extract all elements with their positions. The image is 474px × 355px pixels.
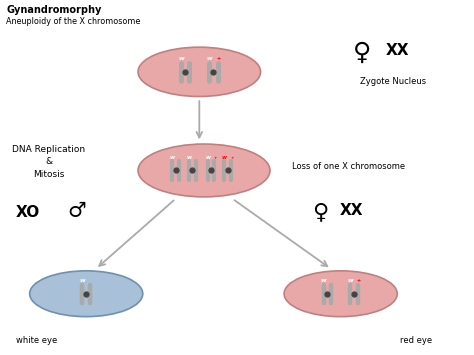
Text: w: w (170, 155, 175, 160)
Ellipse shape (284, 271, 397, 317)
Text: w: w (222, 155, 227, 160)
Text: Loss of one X chromosome: Loss of one X chromosome (292, 163, 405, 171)
Text: +: + (230, 156, 234, 160)
Text: Aneuploidy of the X chromosome: Aneuploidy of the X chromosome (6, 17, 140, 26)
Text: w: w (80, 278, 85, 283)
Text: w: w (206, 56, 212, 61)
Ellipse shape (138, 144, 270, 197)
Text: w: w (205, 155, 210, 160)
Ellipse shape (138, 47, 261, 97)
Text: Gynandromorphy: Gynandromorphy (6, 5, 101, 15)
Text: w: w (321, 278, 327, 283)
Text: +: + (356, 278, 361, 283)
Text: ♀: ♀ (353, 40, 371, 65)
Text: white eye: white eye (16, 336, 57, 345)
Text: w: w (347, 278, 353, 283)
Text: +: + (214, 156, 217, 160)
Text: XX: XX (340, 203, 363, 218)
Text: XX: XX (385, 43, 409, 58)
Text: ♀: ♀ (312, 203, 328, 223)
Text: XO: XO (16, 205, 40, 220)
Text: w: w (178, 56, 184, 61)
Ellipse shape (30, 271, 143, 317)
Text: +: + (217, 56, 221, 61)
Text: w: w (186, 155, 191, 160)
Text: ♂: ♂ (67, 201, 86, 221)
Text: DNA Replication
&
Mitosis: DNA Replication & Mitosis (12, 144, 85, 179)
Text: red eye: red eye (401, 336, 433, 345)
Text: Zygote Nucleus: Zygote Nucleus (360, 77, 427, 86)
